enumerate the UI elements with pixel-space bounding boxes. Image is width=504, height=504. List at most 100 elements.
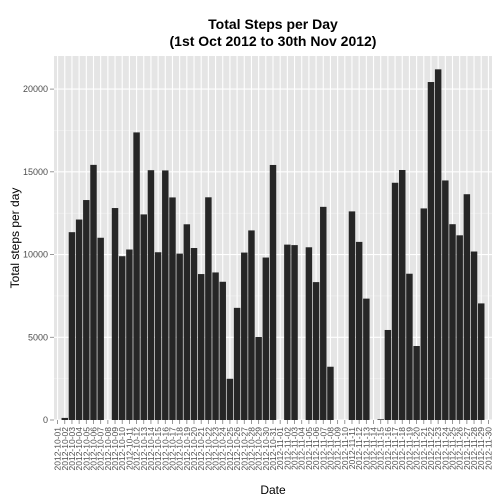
x-tick-label: 2012-10-25 [225,427,235,471]
bar [126,249,133,420]
x-tick-label: 2012-10-27 [239,427,249,471]
y-axis: 0 5000 10000 15000 20000 [23,84,54,425]
bar [176,253,183,420]
x-tick-label: 2012-10-04 [74,427,84,471]
bar [61,417,69,420]
bar [97,237,104,420]
bar [442,180,449,420]
x-tick-label: 2012-10-01 [53,427,63,471]
x-tick-label: 2012-11-17 [390,427,400,470]
x-tick-label: 2012-10-19 [182,427,192,471]
x-tick-label: 2012-10-23 [211,427,221,471]
bar [140,214,147,420]
x-tick-label: 2012-10-26 [232,427,242,471]
bar [449,224,456,420]
bar [305,247,313,420]
x-tick-label: 2012-10-30 [261,427,271,471]
bar [75,219,83,420]
x-tick-label: 2012-10-22 [203,427,213,471]
y-tick-label: 0 [43,415,48,425]
x-tick-label: 2012-10-18 [175,427,185,471]
x-tick-label: 2012-11-10 [340,427,350,470]
chart-title-line2: (1st Oct 2012 to 30th Nov 2012) [170,33,377,49]
x-tick-label: 2012-10-12 [132,427,142,471]
x-tick-label: 2012-10-07 [96,427,106,471]
x-tick-label: 2012-10-05 [81,427,91,471]
bar [190,248,198,420]
x-tick-label: 2012-10-28 [246,427,256,471]
bar [90,164,97,420]
x-tick-label: 2012-10-15 [153,427,163,471]
x-tick-label: 2012-10-10 [117,427,127,471]
bar [111,208,119,420]
x-tick-label: 2012-11-26 [455,427,465,470]
y-tick-label: 5000 [28,332,48,342]
x-tick-label: 2012-10-02 [60,427,70,471]
x-tick-label: 2012-10-21 [196,427,206,471]
y-tick-label: 15000 [23,167,48,177]
x-tick-label: 2012-11-01 [275,427,285,470]
bar [427,82,435,420]
x-tick-label: 2012-10-24 [218,427,228,471]
x-tick-label: 2012-11-30 [483,427,493,470]
x-tick-label: 2012-10-06 [88,427,98,471]
bar [248,230,255,420]
x-tick-label: 2012-11-16 [383,427,393,470]
x-tick-label: 2012-11-21 [419,427,429,470]
bar [133,132,140,420]
x-tick-label: 2012-11-23 [433,427,443,470]
bar [391,182,399,420]
x-tick-label: 2012-11-29 [476,427,486,470]
bar [477,303,485,420]
x-tick-label: 2012-11-08 [325,427,335,470]
bar [154,252,162,420]
x-tick-label: 2012-11-24 [440,427,450,470]
bar [463,194,471,420]
bar [147,170,155,420]
bar [470,251,478,420]
x-tick-label: 2012-11-11 [347,427,357,469]
bar [162,170,169,420]
bar [226,378,234,420]
x-tick-label: 2012-10-08 [103,427,113,471]
x-tick-label: 2012-11-03 [290,427,300,470]
x-tick-label: 2012-11-09 [333,427,343,470]
x-tick-label: 2012-10-14 [146,427,156,471]
bar [219,281,226,420]
bar [212,272,219,420]
x-tick-label: 2012-11-02 [282,427,292,470]
x-tick-label: 2012-10-17 [167,427,177,471]
bar [291,245,298,420]
x-tick-label: 2012-10-11 [124,427,134,470]
bar [348,211,356,420]
x-tick-label: 2012-10-29 [254,427,264,471]
bar [413,346,420,420]
x-tick-label: 2012-10-16 [160,427,170,471]
x-tick-label: 2012-11-22 [426,427,436,470]
bar [205,197,212,420]
bar [118,256,126,420]
x-tick-label: 2012-10-13 [139,427,149,471]
x-tick-label: 2012-10-09 [110,427,120,471]
x-tick-label: 2012-11-18 [397,427,407,470]
bar [68,232,76,420]
bar [169,197,176,420]
bar [233,307,241,420]
bar [255,336,262,420]
y-tick-label: 10000 [23,250,48,260]
bars [61,69,485,421]
x-axis: 2012-10-012012-10-022012-10-032012-10-04… [53,420,493,471]
x-tick-label: 2012-10-31 [268,427,278,471]
bar [363,298,370,420]
x-tick-label: 2012-11-14 [369,427,379,470]
x-tick-label: 2012-11-13 [361,427,371,470]
bar [269,164,277,420]
y-tick-label: 20000 [23,84,48,94]
bar [183,224,191,420]
bar [456,235,463,420]
x-tick-label: 2012-10-20 [189,427,199,471]
x-tick-label: 2012-10-03 [67,427,77,471]
bar [355,241,363,420]
bar [327,366,334,420]
